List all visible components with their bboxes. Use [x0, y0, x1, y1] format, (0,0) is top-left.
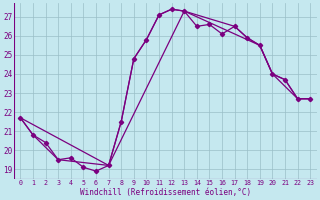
X-axis label: Windchill (Refroidissement éolien,°C): Windchill (Refroidissement éolien,°C): [80, 188, 251, 197]
